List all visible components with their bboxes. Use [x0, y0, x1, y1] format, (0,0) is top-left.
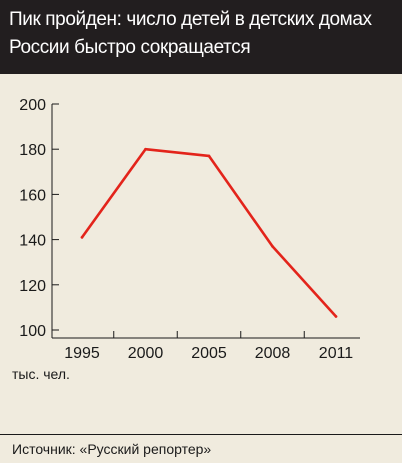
y-tick-label: 200	[19, 97, 46, 114]
series-layer	[80, 147, 338, 318]
series-line	[80, 147, 338, 318]
y-tick-label: 100	[19, 323, 46, 340]
title-bar: Пик пройден: число детей в детских домах…	[0, 0, 402, 74]
source-caption: Источник: «Русский репортер»	[12, 441, 212, 457]
data-point	[207, 154, 211, 158]
x-tick-label: 2011	[319, 345, 354, 362]
y-tick-label: 120	[19, 278, 46, 295]
x-tick-label: 1995	[64, 345, 100, 362]
chart-title: Пик пройден: число детей в детских домах…	[9, 9, 372, 58]
y-tick-label: 180	[19, 142, 46, 159]
y-axis-unit-label: тыс. чел.	[12, 366, 70, 382]
axes-layer	[51, 103, 360, 339]
data-point	[144, 147, 147, 151]
data-point	[271, 245, 274, 248]
data-point	[334, 315, 338, 318]
data-point	[80, 236, 84, 239]
x-tick-label: 2005	[191, 345, 227, 362]
x-tick-label: 2000	[128, 345, 164, 362]
x-tick-label: 2008	[255, 345, 291, 362]
y-tick-label: 160	[19, 187, 46, 204]
y-tick-label: 140	[19, 233, 46, 250]
tick-labels: 100 120 140 160 180 200 1995 2000 2005 2008 2011	[19, 97, 353, 362]
source-divider	[0, 434, 402, 435]
